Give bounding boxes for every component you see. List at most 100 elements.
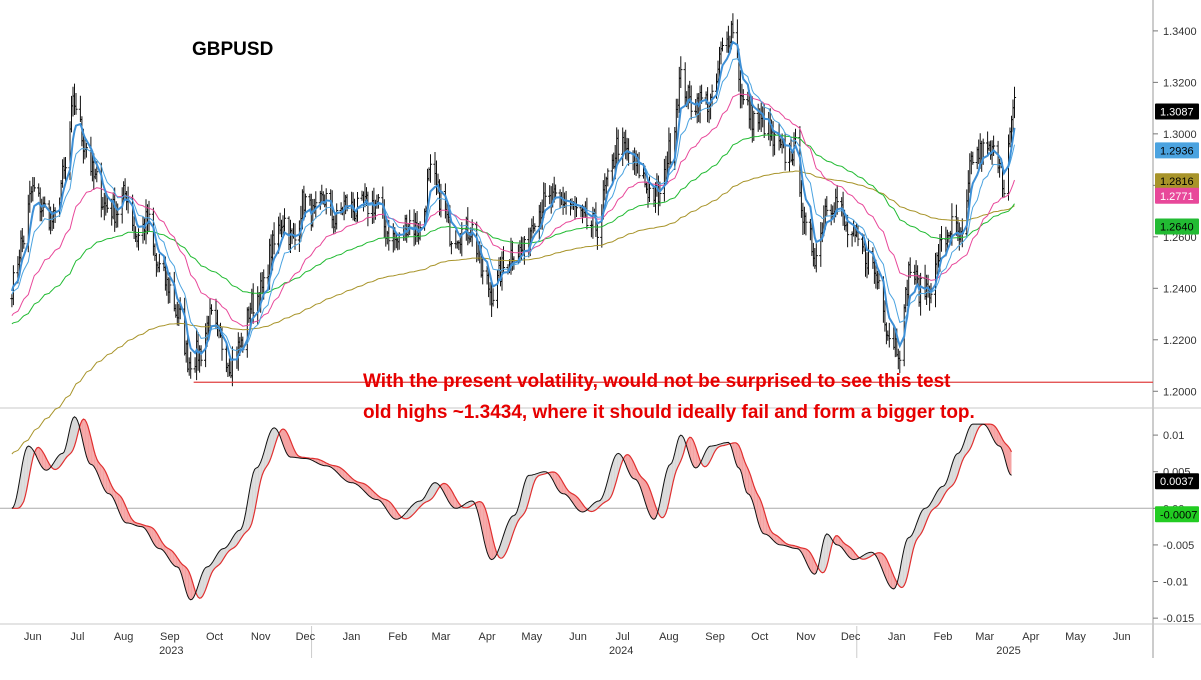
osc-fill-segment — [850, 547, 853, 560]
osc-fill-segment — [408, 508, 410, 519]
osc-fill-segment — [969, 424, 972, 450]
osc-fill-segment — [525, 476, 528, 511]
price-bar — [971, 151, 975, 165]
osc-fill-segment — [738, 445, 741, 470]
osc-fill-segment — [524, 479, 526, 514]
osc-fill-segment — [71, 418, 73, 453]
osc-fill-segment — [446, 484, 449, 502]
osc-fill-segment — [808, 551, 811, 571]
osc-fill-segment — [923, 508, 926, 529]
osc-fill-segment — [87, 426, 90, 464]
month-label: May — [1065, 631, 1086, 643]
osc-fill-segment — [286, 431, 288, 455]
osc-fill-segment — [527, 475, 529, 507]
price-bar — [752, 110, 756, 141]
month-label: Nov — [796, 631, 816, 643]
osc-fill-segment — [393, 506, 395, 519]
osc-fill-segment — [615, 454, 617, 486]
osc-fill-segment — [83, 419, 85, 451]
osc-fill-segment — [773, 533, 775, 542]
osc-fill-segment — [172, 551, 175, 566]
osc-fill-segment — [287, 433, 289, 457]
osc-fill-segment — [578, 497, 580, 511]
price-bar — [804, 212, 808, 236]
osc-fill-segment — [941, 486, 943, 500]
osc-tick-label: -0.015 — [1163, 613, 1194, 625]
osc-fill-segment — [451, 490, 453, 507]
osc-fill-segment — [488, 520, 491, 559]
osc-fill-segment — [187, 569, 190, 599]
osc-fill-segment — [934, 494, 936, 509]
month-label: Feb — [388, 631, 407, 643]
osc-fill-segment — [146, 525, 148, 533]
osc-fill-segment — [432, 483, 434, 499]
osc-fill-segment — [41, 450, 44, 469]
osc-fill-segment — [107, 475, 109, 494]
osc-fill-segment — [601, 495, 604, 505]
month-label: Feb — [933, 631, 952, 643]
price-bar — [731, 13, 735, 39]
ma-lightblue-tag: 1.2936 — [1160, 145, 1194, 157]
osc-fill-segment — [284, 429, 286, 452]
osc-fill-segment — [271, 428, 273, 458]
osc-fill-segment — [175, 555, 178, 567]
osc-fill-segment — [16, 490, 18, 509]
osc-fill-segment — [811, 555, 814, 574]
osc-fill-segment — [643, 479, 645, 502]
osc-fill-segment — [940, 486, 942, 503]
osc-fill-segment — [762, 506, 765, 534]
osc-fill-segment — [394, 508, 397, 520]
osc-fill-segment — [391, 504, 394, 519]
osc-fill-segment — [889, 565, 891, 588]
osc-fill-segment — [954, 454, 957, 482]
month-label: Sep — [705, 631, 725, 643]
osc-fill-segment — [417, 501, 419, 511]
osc-fill-segment — [572, 493, 574, 504]
osc-fill-segment — [213, 559, 215, 571]
osc-fill-segment — [366, 485, 368, 495]
osc-fill-segment — [774, 534, 777, 543]
osc-fill-segment — [761, 501, 763, 534]
price-bar — [157, 254, 161, 273]
osc-fill-segment — [467, 501, 470, 508]
osc-fill-segment — [743, 457, 745, 488]
osc-fill-segment — [937, 489, 939, 507]
osc-fill-segment — [65, 442, 67, 459]
osc-fill-segment — [445, 483, 447, 499]
osc-fill-segment — [242, 519, 245, 536]
osc-fill-segment — [104, 469, 106, 492]
osc-fill-segment — [96, 459, 99, 476]
osc-fill-segment — [84, 419, 87, 457]
price-bar — [908, 257, 912, 278]
osc-fill-segment — [849, 546, 851, 559]
osc-fill-segment — [887, 561, 890, 586]
ma-green-tag-box — [1155, 218, 1199, 235]
osc-fill-segment — [59, 453, 62, 467]
osc-fill-segment — [125, 504, 127, 523]
osc-fill-segment — [829, 536, 832, 555]
ma-lightblue-tag-box — [1155, 142, 1199, 159]
price-tick-label: 1.2000 — [1163, 386, 1197, 398]
osc-fill-segment — [38, 447, 41, 465]
osc-fill-segment — [613, 456, 616, 490]
osc-fill-segment — [630, 456, 632, 477]
osc-last-tag: 0.0037 — [1160, 476, 1194, 488]
price-bar — [116, 203, 120, 228]
osc-fill-segment — [89, 431, 91, 465]
price-bar — [481, 258, 485, 285]
price-bar — [209, 304, 214, 315]
price-bar — [32, 177, 36, 192]
osc-fill-segment — [823, 535, 826, 573]
osc-tick-label: -0.01 — [1163, 577, 1188, 589]
osc-fill-segment — [153, 528, 155, 546]
osc-fill-segment — [628, 454, 631, 475]
osc-fill-segment — [692, 439, 695, 468]
osc-fill-segment — [919, 513, 921, 537]
osc-fill-segment — [938, 487, 940, 505]
osc-fill-segment — [627, 454, 629, 472]
price-tick-label: 1.3400 — [1163, 26, 1197, 38]
price-bar — [773, 131, 777, 156]
osc-fill-segment — [560, 477, 562, 494]
osc-fill-segment — [612, 459, 614, 494]
osc-fill-segment — [865, 553, 867, 559]
